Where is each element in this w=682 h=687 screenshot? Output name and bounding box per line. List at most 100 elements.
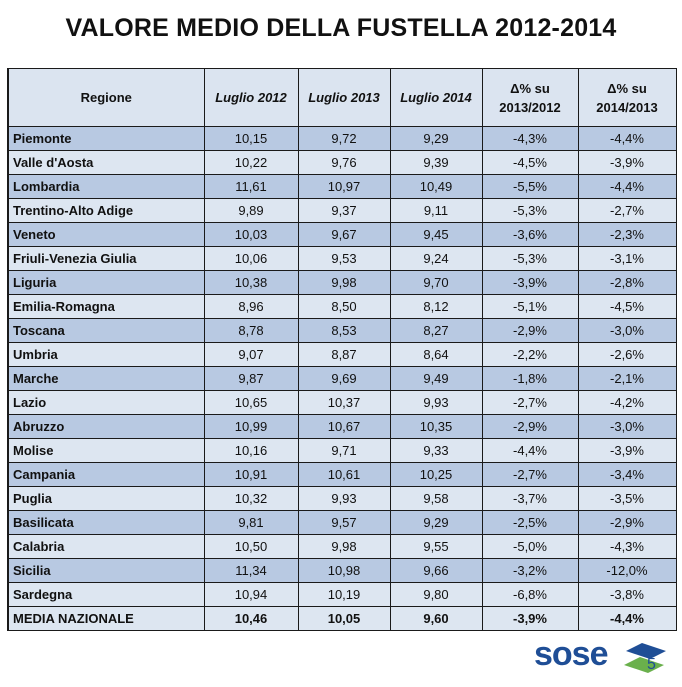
table-row: Piemonte 10,15 9,72 9,29 -4,3% -4,4%: [7, 126, 677, 151]
cell-delta-2013-2012: -1,8%: [481, 366, 579, 391]
cell-region: Puglia: [7, 486, 205, 511]
cell-luglio-2014: 9,80: [389, 582, 483, 607]
table-row: Basilicata 9,81 9,57 9,29 -2,5% -2,9%: [7, 510, 677, 535]
table-row: Marche 9,87 9,69 9,49 -1,8% -2,1%: [7, 366, 677, 391]
cell-luglio-2013: 10,98: [297, 558, 391, 583]
cell-luglio-2012: 9,81: [203, 510, 299, 535]
table-row: Friuli-Venezia Giulia 10,06 9,53 9,24 -5…: [7, 246, 677, 271]
table-row-total: MEDIA NAZIONALE 10,46 10,05 9,60 -3,9% -…: [7, 606, 677, 631]
cell-luglio-2013: 8,87: [297, 342, 391, 367]
cell-delta-2014-2013: -3,9%: [577, 150, 677, 175]
cell-region: Toscana: [7, 318, 205, 343]
cell-luglio-2014: 9,29: [389, 510, 483, 535]
cell-region: Campania: [7, 462, 205, 487]
cell-region: Friuli-Venezia Giulia: [7, 246, 205, 271]
cell-luglio-2012: 10,91: [203, 462, 299, 487]
cell-luglio-2014: 9,66: [389, 558, 483, 583]
table-row: Veneto 10,03 9,67 9,45 -3,6% -2,3%: [7, 222, 677, 247]
cell-luglio-2013: 9,71: [297, 438, 391, 463]
cell-region: Sicilia: [7, 558, 205, 583]
cell-luglio-2013: 10,61: [297, 462, 391, 487]
cell-region: Valle d'Aosta: [7, 150, 205, 175]
cell-luglio-2012: 11,61: [203, 174, 299, 199]
header-region: Regione: [7, 68, 205, 127]
cell-luglio-2013: 9,57: [297, 510, 391, 535]
cell-luglio-2014: 9,70: [389, 270, 483, 295]
data-table: Regione Luglio 2012 Luglio 2013 Luglio 2…: [7, 68, 677, 631]
table-row: Trentino-Alto Adige 9,89 9,37 9,11 -5,3%…: [7, 198, 677, 223]
cell-delta-2013-2012: -3,9%: [481, 270, 579, 295]
cell-luglio-2012: 10,50: [203, 534, 299, 559]
cell-delta-2014-2013: -2,7%: [577, 198, 677, 223]
cell-luglio-2013: 9,37: [297, 198, 391, 223]
cell-luglio-2013: 9,98: [297, 270, 391, 295]
cell-luglio-2014: 9,55: [389, 534, 483, 559]
cell-delta-2013-2012: -3,2%: [481, 558, 579, 583]
header-delta-2013-2012-line1: Δ% su: [510, 80, 550, 96]
cell-luglio-2013: 10,97: [297, 174, 391, 199]
cell-luglio-2012: 8,96: [203, 294, 299, 319]
header-luglio-2013: Luglio 2013: [297, 68, 391, 127]
cell-delta-2014-2013: -2,8%: [577, 270, 677, 295]
cell-delta-2014-2013: -2,3%: [577, 222, 677, 247]
cell-luglio-2014: 10,35: [389, 414, 483, 439]
cell-delta-2013-2012: -3,9%: [481, 606, 579, 631]
cell-delta-2014-2013: -4,4%: [577, 606, 677, 631]
cell-delta-2013-2012: -5,1%: [481, 294, 579, 319]
cell-luglio-2014: 9,24: [389, 246, 483, 271]
table-row: Lazio 10,65 10,37 9,93 -2,7% -4,2%: [7, 390, 677, 415]
cell-region: Basilicata: [7, 510, 205, 535]
cell-luglio-2013: 9,76: [297, 150, 391, 175]
cell-luglio-2014: 9,39: [389, 150, 483, 175]
page-number: 5: [647, 656, 656, 673]
cell-delta-2014-2013: -3,1%: [577, 246, 677, 271]
cell-region: Liguria: [7, 270, 205, 295]
header-delta-2013-2012: Δ% su 2013/2012: [481, 68, 579, 127]
cell-region: Emilia-Romagna: [7, 294, 205, 319]
table-row: Toscana 8,78 8,53 8,27 -2,9% -3,0%: [7, 318, 677, 343]
cell-luglio-2012: 10,99: [203, 414, 299, 439]
cell-luglio-2014: 10,25: [389, 462, 483, 487]
table-row: Molise 10,16 9,71 9,33 -4,4% -3,9%: [7, 438, 677, 463]
cell-luglio-2013: 10,37: [297, 390, 391, 415]
header-delta-2014-2013-line2: 2014/2013: [596, 99, 658, 115]
cell-luglio-2012: 8,78: [203, 318, 299, 343]
cell-luglio-2014: 9,11: [389, 198, 483, 223]
cell-luglio-2014: 8,27: [389, 318, 483, 343]
logo-mark-icon: [624, 643, 666, 673]
cell-region: Umbria: [7, 342, 205, 367]
cell-luglio-2013: 9,72: [297, 126, 391, 151]
cell-luglio-2014: 9,45: [389, 222, 483, 247]
cell-delta-2014-2013: -4,2%: [577, 390, 677, 415]
header-luglio-2014: Luglio 2014: [389, 68, 483, 127]
cell-delta-2013-2012: -5,0%: [481, 534, 579, 559]
cell-luglio-2013: 9,53: [297, 246, 391, 271]
table-row: Puglia 10,32 9,93 9,58 -3,7% -3,5%: [7, 486, 677, 511]
cell-delta-2014-2013: -2,1%: [577, 366, 677, 391]
cell-region: Veneto: [7, 222, 205, 247]
cell-delta-2014-2013: -3,4%: [577, 462, 677, 487]
cell-delta-2013-2012: -5,3%: [481, 246, 579, 271]
table-row: Campania 10,91 10,61 10,25 -2,7% -3,4%: [7, 462, 677, 487]
cell-luglio-2013: 10,05: [297, 606, 391, 631]
sose-logo: sose: [534, 635, 674, 683]
cell-delta-2014-2013: -2,6%: [577, 342, 677, 367]
cell-luglio-2013: 8,53: [297, 318, 391, 343]
cell-luglio-2014: 8,64: [389, 342, 483, 367]
table-row: Valle d'Aosta 10,22 9,76 9,39 -4,5% -3,9…: [7, 150, 677, 175]
table-row: Abruzzo 10,99 10,67 10,35 -2,9% -3,0%: [7, 414, 677, 439]
table-body: Piemonte 10,15 9,72 9,29 -4,3% -4,4% Val…: [7, 126, 677, 631]
cell-region: Piemonte: [7, 126, 205, 151]
table-row: Liguria 10,38 9,98 9,70 -3,9% -2,8%: [7, 270, 677, 295]
cell-luglio-2013: 10,67: [297, 414, 391, 439]
cell-luglio-2012: 10,38: [203, 270, 299, 295]
cell-delta-2014-2013: -2,9%: [577, 510, 677, 535]
cell-luglio-2012: 10,22: [203, 150, 299, 175]
cell-delta-2014-2013: -3,0%: [577, 318, 677, 343]
cell-luglio-2014: 9,58: [389, 486, 483, 511]
cell-luglio-2014: 8,12: [389, 294, 483, 319]
cell-delta-2014-2013: -4,3%: [577, 534, 677, 559]
cell-delta-2013-2012: -3,6%: [481, 222, 579, 247]
cell-delta-2013-2012: -5,3%: [481, 198, 579, 223]
cell-delta-2014-2013: -12,0%: [577, 558, 677, 583]
